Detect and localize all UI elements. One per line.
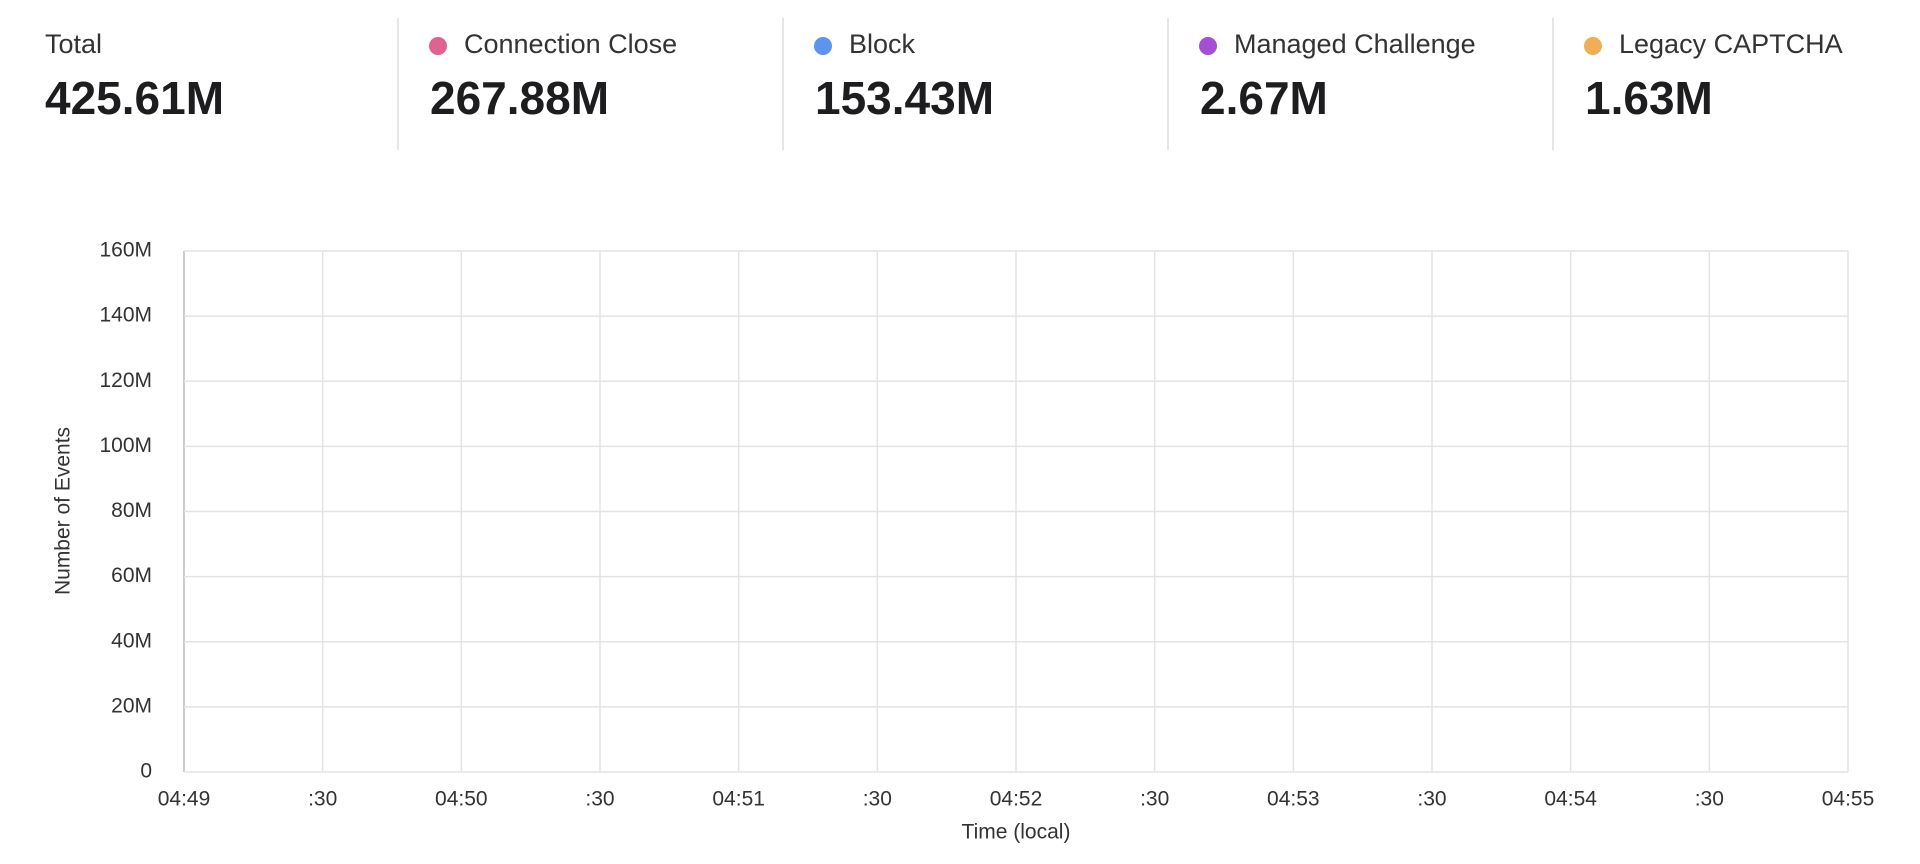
x-tick-label: :30 bbox=[1417, 788, 1446, 811]
y-tick-label: 100M bbox=[99, 434, 152, 457]
summary-value: 267.88M bbox=[430, 72, 609, 124]
y-tick-label: 40M bbox=[111, 629, 152, 652]
x-tick-label: :30 bbox=[1140, 788, 1169, 811]
x-tick-label: :30 bbox=[585, 788, 614, 811]
x-tick-label: 04:51 bbox=[712, 788, 765, 811]
y-tick-label: 120M bbox=[99, 369, 152, 392]
legend-dot bbox=[814, 37, 832, 55]
x-axis-title: Time (local) bbox=[962, 821, 1071, 844]
y-tick-label: 140M bbox=[99, 304, 152, 327]
summary-value: 2.67M bbox=[1200, 72, 1328, 124]
y-tick-label: 20M bbox=[111, 694, 152, 717]
summary-label: Block bbox=[849, 29, 916, 59]
y-tick-label: 0 bbox=[140, 760, 152, 783]
y-tick-label: 60M bbox=[111, 564, 152, 587]
x-tick-label: :30 bbox=[308, 788, 337, 811]
x-tick-label: 04:54 bbox=[1544, 788, 1597, 811]
x-tick-label: 04:50 bbox=[435, 788, 488, 811]
summary-label: Total bbox=[45, 29, 102, 59]
summary-value: 153.43M bbox=[815, 72, 994, 124]
x-tick-label: 04:52 bbox=[990, 788, 1043, 811]
x-tick-label: :30 bbox=[863, 788, 892, 811]
x-tick-label: 04:49 bbox=[158, 788, 211, 811]
legend-dot bbox=[1584, 37, 1602, 55]
summary-value: 425.61M bbox=[45, 72, 224, 124]
summary-label: Managed Challenge bbox=[1234, 29, 1476, 59]
y-tick-label: 80M bbox=[111, 499, 152, 522]
summary-value: 1.63M bbox=[1585, 72, 1713, 124]
legend-dot bbox=[1199, 37, 1217, 55]
y-axis-title: Number of Events bbox=[52, 427, 75, 595]
x-tick-label: 04:55 bbox=[1822, 788, 1875, 811]
x-tick-label: 04:53 bbox=[1267, 788, 1320, 811]
summary-label: Legacy CAPTCHA bbox=[1619, 29, 1843, 59]
legend-dot bbox=[429, 37, 447, 55]
summary-label: Connection Close bbox=[464, 29, 677, 59]
y-tick-label: 160M bbox=[99, 239, 152, 262]
x-tick-label: :30 bbox=[1695, 788, 1724, 811]
